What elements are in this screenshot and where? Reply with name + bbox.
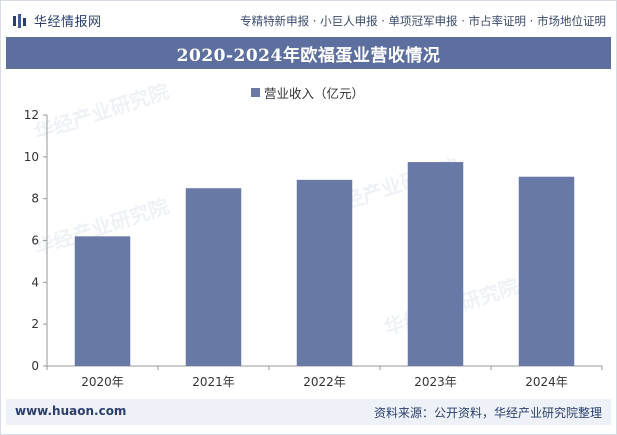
y-tick-label: 8 bbox=[31, 192, 39, 206]
header-tagline: 专精特新申报 · 小巨人申报 · 单项冠军申报 · 市占率证明 · 市场地位证明 bbox=[240, 14, 606, 28]
x-tick-label: 2024年 bbox=[525, 375, 568, 389]
x-tick-label: 2023年 bbox=[414, 375, 457, 389]
bar bbox=[74, 236, 131, 366]
y-tick-label: 0 bbox=[31, 359, 39, 373]
x-tick-label: 2020年 bbox=[81, 375, 124, 389]
legend: 营业收入（亿元） bbox=[251, 83, 364, 102]
footer-website[interactable]: www.huaon.com bbox=[15, 404, 127, 418]
x-tick-label: 2021年 bbox=[192, 375, 235, 389]
footer-source: 资料来源：公开资料，华经产业研究院整理 bbox=[373, 406, 602, 420]
bar bbox=[296, 179, 353, 366]
brand-name: 华经情报网 bbox=[34, 15, 102, 30]
legend-swatch bbox=[251, 88, 260, 97]
title-bar: 2020-2024年欧福蛋业营收情况 bbox=[6, 37, 611, 69]
y-tick-label: 4 bbox=[31, 275, 39, 289]
bar bbox=[185, 188, 242, 366]
bar bbox=[407, 162, 464, 366]
footer: www.huaon.com 资料来源：公开资料，华经产业研究院整理 bbox=[6, 399, 611, 425]
chart-title: 2020-2024年欧福蛋业营收情况 bbox=[176, 45, 441, 66]
y-tick-label: 2 bbox=[31, 317, 39, 331]
bar bbox=[518, 176, 575, 366]
y-tick-label: 12 bbox=[24, 108, 39, 122]
legend-label: 营业收入（亿元） bbox=[264, 86, 365, 101]
top-bar: 华经情报网 专精特新申报 · 小巨人申报 · 单项冠军申报 · 市占率证明 · … bbox=[2, 2, 615, 36]
brand[interactable]: 华经情报网 bbox=[12, 11, 102, 30]
brand-logo-icon bbox=[13, 13, 26, 28]
bar-chart: 0 2 4 6 8 10 12 2020年 2021年 2022年 2023年 2024年 bbox=[24, 108, 603, 389]
y-tick-label: 6 bbox=[31, 234, 39, 248]
x-tick-label: 2022年 bbox=[303, 375, 346, 389]
y-tick-label: 10 bbox=[24, 150, 39, 164]
